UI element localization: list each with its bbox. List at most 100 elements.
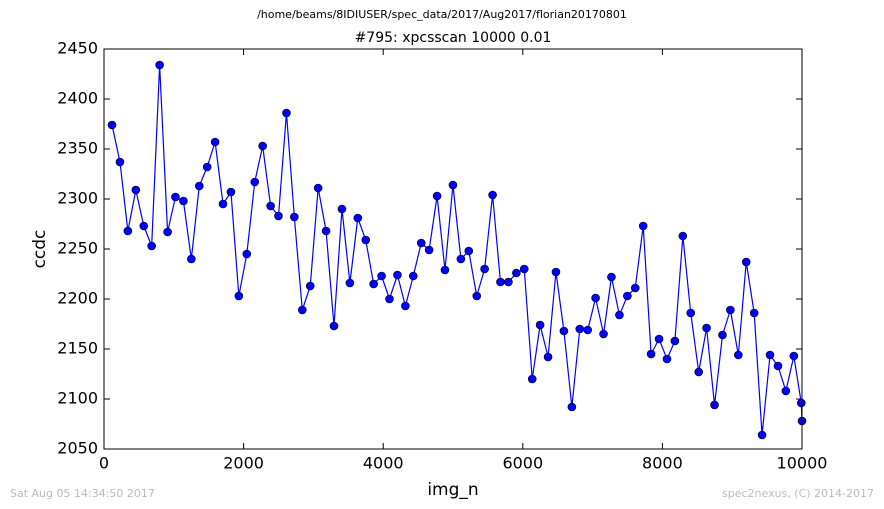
data-point [749,308,759,318]
data-point [242,249,252,259]
data-point [638,221,648,231]
data-point [194,181,204,191]
y-tick-label: 2150 [57,339,98,358]
data-point [583,325,593,335]
data-point [147,241,156,251]
data-point [210,137,220,147]
data-point [274,211,283,221]
y-tick-label: 2300 [57,189,98,208]
data-point [512,268,521,278]
data-point [678,231,688,241]
data-point [757,430,767,440]
data-point [123,226,133,236]
data-point [654,334,664,344]
data-point [662,354,672,364]
data-point [464,246,474,256]
x-tick-label: 8000 [642,454,683,473]
x-axis-label: img_n [427,480,478,500]
data-point [432,191,442,201]
data-point [448,180,458,190]
data-point [472,291,482,301]
data-point [734,350,743,360]
data-point [305,281,315,291]
data-point [115,157,125,167]
data-point [107,120,117,130]
x-tick-label: 0 [99,454,109,473]
x-tick-label: 4000 [363,454,404,473]
y-tick-label: 2400 [57,89,98,108]
data-point [226,187,236,197]
y-tick-label: 2250 [57,239,98,258]
data-point [567,402,577,412]
data-point [416,238,426,248]
data-point [361,235,371,245]
data-point [504,277,513,287]
data-point [163,227,172,237]
data-point [670,336,680,346]
data-point [266,201,275,211]
data-point [440,265,450,275]
data-point [353,213,363,223]
data-point [258,141,267,151]
data-point [710,400,719,410]
data-point [646,349,656,359]
data-point [551,267,561,277]
y-axis-label: ccdc [30,230,50,269]
y-tick-label: 2350 [57,139,98,158]
data-point [424,245,434,255]
data-point [543,352,553,362]
data-point [686,308,696,318]
data-point [789,351,799,361]
data-point [496,277,505,287]
data-point [773,361,783,371]
data-point [718,330,727,340]
data-point [797,398,806,408]
data-point [329,321,339,331]
data-point [218,199,228,209]
data-point [456,254,466,264]
data-point [535,320,545,330]
data-point [345,278,355,288]
data-point [131,185,141,195]
data-point [401,301,410,311]
data-point [519,264,529,274]
data-point [234,291,244,301]
footer-credit: spec2nexus, (C) 2014-2017 [722,487,874,500]
data-point [559,326,569,336]
data-point [591,293,600,303]
data-point [369,279,378,289]
chart-title: #795: xpcsscan 10000 0.01 [355,30,552,46]
x-tick-label: 6000 [502,454,543,473]
data-point [155,60,164,70]
data-point [187,254,196,264]
y-tick-label: 2100 [57,389,98,408]
data-point [385,294,394,304]
data-point [599,329,608,339]
data-point [313,183,323,193]
y-tick-label: 2050 [57,439,98,458]
data-point [765,350,775,360]
y-tick-label: 2450 [57,39,98,58]
data-point [298,305,307,315]
data-point [282,108,291,118]
data-point [702,323,711,333]
x-tick-label: 10000 [777,454,828,473]
data-point [694,367,703,377]
data-point [377,271,386,281]
y-tick-label: 2200 [57,289,98,308]
data-point [202,162,212,172]
footer-date: Sat Aug 05 14:34:50 2017 [10,487,155,500]
x-tick-label: 2000 [223,454,264,473]
data-point [393,270,402,280]
data-point [250,177,260,187]
data-point [575,324,585,334]
data-point [179,196,188,206]
data-point [726,305,735,315]
suptitle: /home/beams/8IDIUSER/spec_data/2017/Aug2… [257,8,627,21]
data-point [408,271,418,281]
data-point [480,264,489,274]
data-point [615,310,624,320]
data-point [741,257,751,267]
data-point [781,386,791,396]
